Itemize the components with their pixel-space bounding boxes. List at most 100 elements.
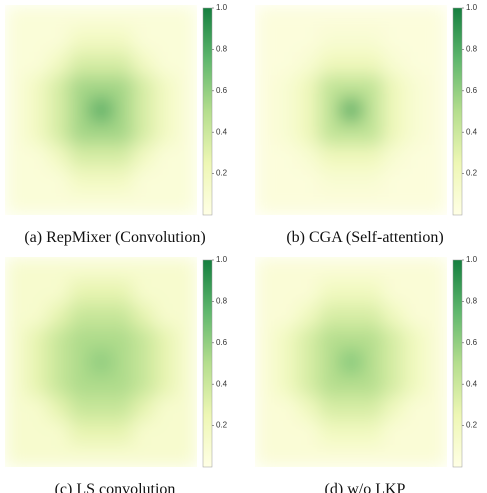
heatmap-cell: [319, 373, 341, 398]
heatmap-cell: [69, 51, 91, 76]
heatmap-cell: [340, 145, 363, 169]
heatmap-cell: [133, 51, 155, 76]
heatmap-cell: [319, 257, 341, 281]
heatmap-cell: [111, 51, 134, 76]
heatmap-cell: [425, 280, 447, 305]
heatmap-cell: [297, 145, 320, 169]
heatmap-cell: [425, 168, 447, 193]
heatmap-cell: [404, 145, 427, 169]
colorbar-tick-label: 0.6: [466, 338, 478, 347]
heatmap-cell: [90, 397, 113, 421]
heatmap-cell: [255, 75, 277, 99]
heatmap-cell: [340, 121, 363, 146]
colorbar-tick-label: 0.8: [466, 297, 478, 306]
heatmap-cell: [383, 420, 405, 445]
heatmap-cell: [133, 280, 155, 305]
heatmap-cell: [47, 191, 70, 215]
heatmap-cell: [133, 303, 155, 328]
heatmap-cell: [361, 98, 384, 123]
heatmap-cell: [154, 373, 177, 398]
heatmap-cell: [175, 121, 197, 146]
colorbar-tick-label: 0.4: [216, 127, 228, 136]
heatmap-cell: [276, 280, 299, 305]
heatmap-cell: [111, 5, 134, 29]
heatmap-cell: [425, 303, 447, 328]
colorbar-tick-label: 0.8: [216, 45, 228, 54]
heatmap-cell: [47, 443, 70, 467]
heatmap-cell: [175, 168, 197, 193]
colorbar: [452, 259, 463, 468]
heatmap-cell: [383, 327, 405, 351]
colorbar-tick-label: 0.4: [466, 127, 478, 136]
heatmap-cell: [26, 397, 49, 421]
heatmap-cell: [154, 420, 177, 445]
heatmap-cell: [5, 303, 27, 328]
heatmap-cell: [26, 303, 49, 328]
heatmap-cell: [404, 28, 427, 53]
heatmap-cell: [383, 373, 405, 398]
heatmap-cell: [404, 420, 427, 445]
colorbar-tick-label: 0.6: [216, 338, 228, 347]
heatmap-cell: [297, 443, 320, 467]
heatmap-cell: [361, 397, 384, 421]
heatmap-cell: [340, 350, 363, 375]
heatmap-cell: [47, 145, 70, 169]
heatmap-cell: [425, 350, 447, 375]
heatmap-cells: [5, 257, 197, 467]
heatmap-cell: [69, 145, 91, 169]
heatmap-cell: [154, 51, 177, 76]
heatmap-cell: [361, 121, 384, 146]
heatmap-cell: [175, 98, 197, 123]
heatmap-cell: [319, 28, 341, 53]
heatmap-cell: [361, 28, 384, 53]
heatmap-cell: [69, 5, 91, 29]
heatmap-cell: [26, 280, 49, 305]
heatmap-cell: [276, 191, 299, 215]
heatmap-cell: [319, 327, 341, 351]
heatmap-cell: [383, 75, 405, 99]
heatmap-cell: [154, 397, 177, 421]
heatmap-cell: [383, 397, 405, 421]
heatmap-cell: [425, 28, 447, 53]
heatmap-cell: [69, 303, 91, 328]
heatmap-cell: [175, 51, 197, 76]
heatmap-cell: [383, 5, 405, 29]
heatmap-cell: [69, 257, 91, 281]
heatmap-cell: [26, 75, 49, 99]
heatmap-cell: [340, 280, 363, 305]
heatmap-cell: [69, 75, 91, 99]
colorbar-tick-label: 1.0: [466, 3, 478, 12]
heatmap-cell: [276, 257, 299, 281]
colorbar: [452, 7, 463, 216]
heatmap-cell: [319, 75, 341, 99]
heatmap-cell: [319, 51, 341, 76]
heatmap-cell: [255, 443, 277, 467]
heatmap-cell: [276, 28, 299, 53]
heatmap-cell: [255, 327, 277, 351]
heatmap-cell: [297, 420, 320, 445]
heatmap-cell: [133, 350, 155, 375]
heatmap-cell: [26, 257, 49, 281]
heatmap-cell: [47, 28, 70, 53]
panel-caption: (c) LS convolution: [55, 481, 176, 493]
heatmap-cell: [175, 75, 197, 99]
heatmap-cell: [69, 28, 91, 53]
heatmap-cell: [26, 168, 49, 193]
heatmap-cell: [90, 280, 113, 305]
heatmap-cell: [154, 303, 177, 328]
heatmap-cell: [319, 420, 341, 445]
heatmap-cell: [340, 98, 363, 123]
heatmap-cell: [276, 145, 299, 169]
panel-caption: (b) CGA (Self-attention): [286, 229, 443, 246]
heatmap-cell: [26, 191, 49, 215]
heatmap-cells: [255, 257, 447, 467]
heatmap-cell: [133, 5, 155, 29]
heatmap-cell: [425, 327, 447, 351]
heatmap-cell: [26, 420, 49, 445]
heatmap-cell: [425, 51, 447, 76]
heatmap-cell: [154, 443, 177, 467]
heatmap-cell: [383, 257, 405, 281]
colorbar-tick-label: 0.8: [466, 45, 478, 54]
heatmap-cell: [361, 373, 384, 398]
heatmap-cell: [26, 443, 49, 467]
